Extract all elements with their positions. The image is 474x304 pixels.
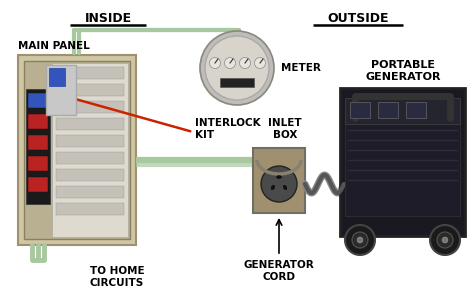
Bar: [56, 101, 124, 113]
Circle shape: [345, 225, 375, 255]
Text: OUTSIDE: OUTSIDE: [327, 12, 389, 25]
Bar: [345, 98, 460, 124]
Bar: [28, 177, 48, 192]
Ellipse shape: [271, 185, 275, 190]
Text: MAIN PANEL: MAIN PANEL: [18, 41, 90, 51]
Text: TO HOME
CIRCUITS: TO HOME CIRCUITS: [90, 266, 145, 288]
Circle shape: [430, 225, 460, 255]
Circle shape: [205, 36, 269, 100]
Bar: [56, 203, 124, 215]
Bar: [56, 186, 124, 198]
Bar: [28, 93, 48, 108]
Bar: [406, 102, 426, 118]
Circle shape: [239, 57, 250, 68]
Bar: [24, 61, 130, 239]
Bar: [340, 88, 465, 236]
Circle shape: [200, 31, 274, 105]
Circle shape: [225, 57, 236, 68]
Bar: [378, 102, 398, 118]
Text: PORTABLE
GENERATOR: PORTABLE GENERATOR: [365, 60, 441, 82]
Bar: [26, 89, 50, 204]
Text: METER: METER: [281, 63, 321, 73]
Bar: [56, 135, 124, 147]
Bar: [49, 68, 65, 86]
Circle shape: [255, 57, 265, 68]
Bar: [56, 152, 124, 164]
Ellipse shape: [283, 185, 287, 190]
Circle shape: [210, 57, 220, 68]
Circle shape: [352, 232, 368, 248]
Text: INSIDE: INSIDE: [84, 12, 132, 25]
Text: GENERATOR
CORD: GENERATOR CORD: [244, 260, 314, 282]
Bar: [18, 55, 136, 245]
Bar: [350, 102, 370, 118]
Bar: [56, 169, 124, 181]
Circle shape: [357, 237, 363, 243]
Bar: [52, 63, 128, 237]
Bar: [56, 67, 124, 79]
Bar: [345, 123, 460, 216]
Ellipse shape: [276, 175, 282, 178]
Bar: [46, 65, 76, 115]
Bar: [28, 114, 48, 129]
Text: INTERLOCK
KIT: INTERLOCK KIT: [195, 118, 261, 140]
Text: INLET
BOX: INLET BOX: [268, 118, 302, 140]
Bar: [56, 118, 124, 130]
Circle shape: [261, 166, 297, 202]
Bar: [56, 84, 124, 96]
Bar: [253, 148, 305, 213]
Bar: [28, 156, 48, 171]
Circle shape: [442, 237, 448, 243]
Bar: [28, 135, 48, 150]
Circle shape: [437, 232, 453, 248]
Bar: [220, 78, 254, 87]
